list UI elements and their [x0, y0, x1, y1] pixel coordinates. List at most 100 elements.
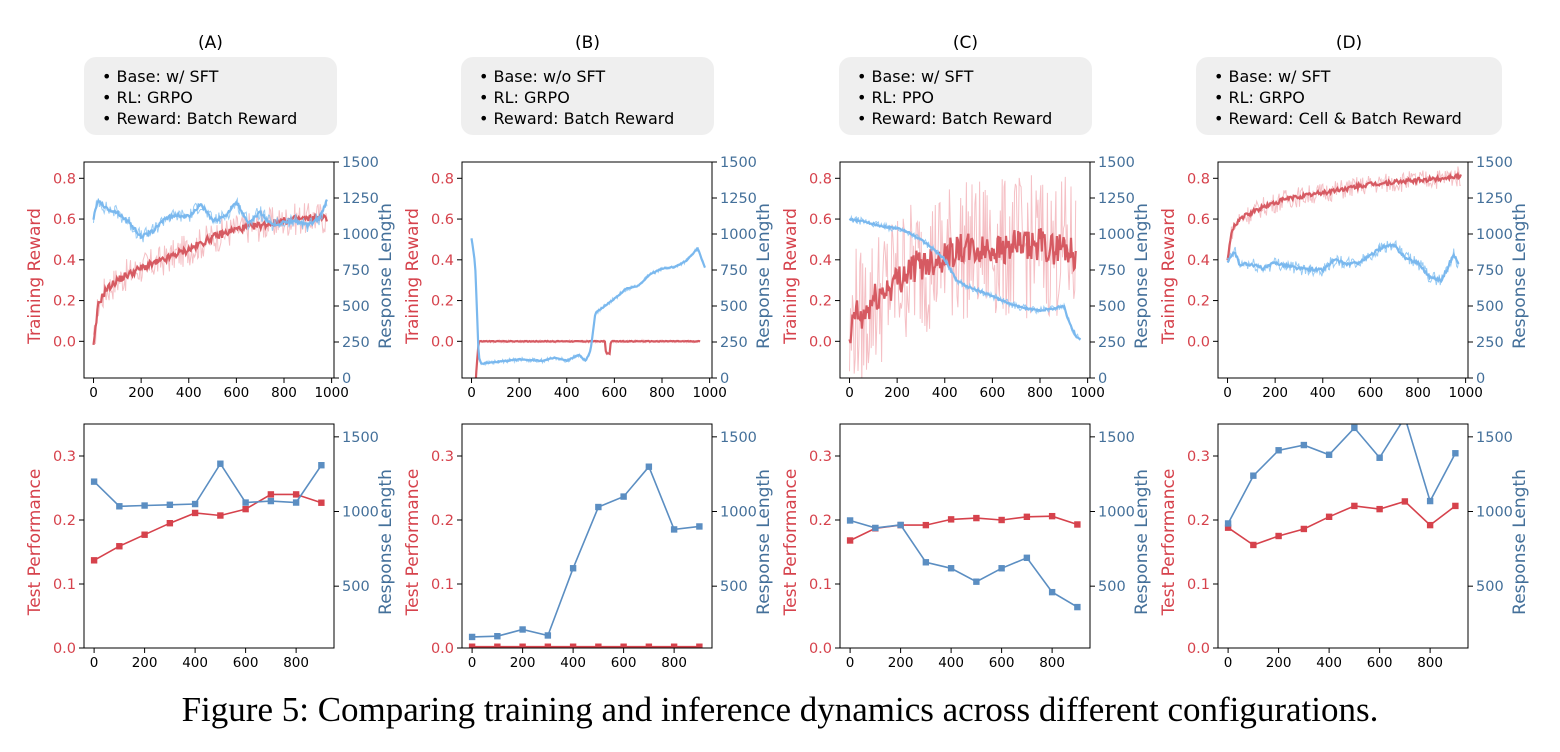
- data-point-blue: [292, 499, 300, 506]
- panel-letter: (D): [1336, 33, 1362, 53]
- x-tick-label: 800: [661, 655, 687, 671]
- data-point-red: [292, 491, 300, 498]
- y-left-axis-title: Training Reward: [1159, 208, 1179, 345]
- x-tick-label: 400: [554, 385, 580, 401]
- x-tick-label: 200: [1266, 655, 1292, 671]
- data-point-red: [973, 514, 980, 522]
- y-right-tick-label: 500: [342, 299, 370, 315]
- y-right-axis-title: Response Length: [376, 469, 396, 615]
- series-line-red: [92, 212, 328, 346]
- data-point-red: [998, 516, 1005, 524]
- y-left-tick-label: 0.8: [431, 171, 454, 187]
- y-left-axis-title: Test Performance: [781, 469, 801, 617]
- data-point-red: [1325, 513, 1333, 520]
- config-item: • Reward: Cell & Batch Reward: [1214, 109, 1462, 128]
- series-line-blue: [1227, 424, 1457, 524]
- plot-frame: [461, 423, 713, 649]
- y-right-tick-label: 1250: [1098, 191, 1135, 207]
- chart-A-training: 0 200 400 600 800 1000 0.0 0.2 0.4 0.6 0.8 0 250 500 7…: [25, 155, 396, 401]
- data-point-red: [544, 643, 552, 648]
- data-point-red: [1224, 524, 1232, 531]
- y-left-tick-label: 0.8: [809, 171, 832, 187]
- data-point-red: [1023, 513, 1031, 520]
- data-point-red: [947, 516, 955, 523]
- x-tick-label: 600: [979, 385, 1005, 401]
- y-left-tick-label: 0.0: [809, 334, 832, 350]
- y-left-tick-label: 0.2: [1187, 294, 1210, 310]
- series-line-red: [848, 228, 1077, 344]
- x-tick-label: 800: [1027, 385, 1053, 401]
- data-point-red: [242, 505, 249, 513]
- x-tick-label: 600: [223, 385, 249, 401]
- y-right-tick-label: 0: [1098, 371, 1107, 387]
- y-left-tick-label: 0.0: [431, 334, 454, 350]
- x-tick-label: 0: [89, 385, 98, 401]
- y-right-tick-label: 1000: [1476, 227, 1513, 243]
- data-point-blue: [1402, 414, 1408, 420]
- data-point-blue: [1376, 454, 1383, 461]
- y-right-tick-label: 1500: [720, 155, 757, 171]
- panel-A: (A) • Base: w/ SFT • RL: GRPO • Reward: Bat…: [84, 33, 337, 135]
- data-point-blue: [494, 633, 501, 640]
- data-point-blue: [645, 463, 653, 470]
- plot-area: [1224, 414, 1459, 549]
- series-line-red: [93, 493, 322, 561]
- data-point-blue: [922, 559, 930, 566]
- data-point-red: [696, 643, 703, 648]
- y-right-axis-title: Response Length: [1132, 469, 1152, 615]
- plot-area: [92, 196, 328, 346]
- x-tick-label: 0: [467, 385, 476, 401]
- y-left-tick-label: 0.4: [431, 253, 454, 269]
- config-item: • RL: GRPO: [1214, 88, 1305, 107]
- config-item: • Reward: Batch Reward: [857, 109, 1052, 128]
- y-left-tick-label: 0.3: [1187, 449, 1210, 465]
- data-point-blue: [897, 521, 904, 529]
- data-point-blue: [1023, 554, 1031, 562]
- plot-area: [470, 238, 706, 378]
- data-point-blue: [1351, 424, 1358, 432]
- y-left-tick-label: 0.4: [53, 253, 76, 269]
- data-point-blue: [670, 526, 678, 533]
- y-left-tick-label: 0.3: [809, 449, 832, 465]
- data-point-red: [318, 499, 325, 506]
- data-point-red: [1250, 541, 1257, 549]
- data-point-red: [569, 643, 577, 648]
- y-left-axis-title: Training Reward: [25, 208, 45, 345]
- data-point-red: [267, 491, 275, 498]
- y-left-tick-label: 0.0: [809, 641, 832, 657]
- y-left-tick-label: 0.1: [53, 577, 76, 593]
- y-right-tick-label: 1000: [342, 505, 379, 521]
- plot-area: [846, 512, 1081, 611]
- x-tick-label: 1000: [314, 385, 348, 401]
- x-tick-label: 1000: [1448, 385, 1482, 401]
- x-tick-label: 400: [938, 655, 964, 671]
- y-right-tick-label: 1000: [720, 505, 757, 521]
- y-left-tick-label: 0.0: [431, 641, 454, 657]
- panel-letter: (B): [575, 33, 600, 53]
- plot-frame: [839, 423, 1091, 649]
- data-point-red: [166, 520, 174, 527]
- plot-frame: [1217, 423, 1469, 649]
- y-left-tick-label: 0.2: [809, 513, 832, 529]
- x-tick-label: 0: [468, 655, 477, 671]
- y-left-tick-label: 0.2: [431, 513, 454, 529]
- data-point-blue: [166, 501, 174, 508]
- y-right-tick-label: 1250: [342, 191, 379, 207]
- x-tick-label: 1000: [1070, 385, 1104, 401]
- config-box: [84, 57, 337, 135]
- chart-B-training: 0 200 400 600 800 1000 0.0 0.2 0.4 0.6 0.8 0 250 500 7…: [403, 155, 774, 401]
- y-right-tick-label: 750: [1476, 263, 1504, 279]
- data-point-blue: [217, 460, 224, 467]
- y-right-tick-label: 500: [342, 579, 370, 595]
- y-left-tick-label: 0.4: [1187, 253, 1210, 269]
- chart-D-training: 0 200 400 600 800 1000 0.0 0.2 0.4 0.6 0.8 0 250 500 7…: [1159, 155, 1530, 401]
- data-point-blue: [1074, 603, 1081, 611]
- data-point-red: [519, 643, 526, 648]
- chart-A-test: 0 200 400 600 800 0.0 0.1 0.2 0.3 500 1000 1500 Test…: [25, 423, 396, 671]
- y-left-tick-label: 0.1: [809, 577, 832, 593]
- data-point-blue: [569, 565, 577, 572]
- y-right-axis-title: Response Length: [1510, 203, 1530, 349]
- data-point-red: [494, 643, 501, 648]
- series-line-blue: [848, 217, 1082, 341]
- data-point-blue: [696, 523, 703, 530]
